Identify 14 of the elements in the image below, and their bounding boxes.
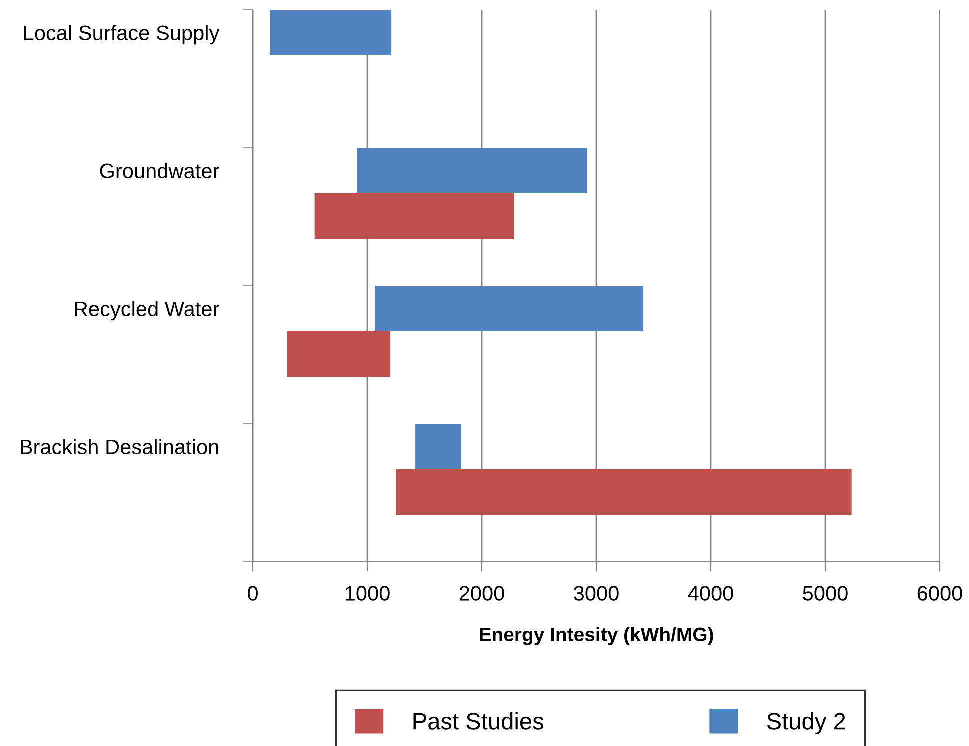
y-tick-label: Recycled Water (75, 301, 220, 321)
legend-label: Study 2 (767, 712, 846, 735)
y-tick-label: Brackish Desalination (21, 439, 218, 455)
x-tick-label: 1000 (346, 586, 390, 601)
x-tick-label: 3000 (574, 586, 619, 601)
x-tick-label: 4000 (688, 586, 734, 601)
x-tick-label: 6000 (918, 586, 962, 601)
y-tick-label: Groundwater (100, 163, 220, 179)
x-tick-label: 0 (248, 586, 258, 601)
x-tick-label: 2000 (460, 586, 504, 601)
x-axis-title: Energy Intesity (kWh/MG) (480, 627, 714, 646)
y-tick-label: Local Surface Supply (24, 25, 220, 45)
legend-label: Past Studies (414, 712, 544, 730)
x-tick-label: 5000 (803, 586, 848, 601)
